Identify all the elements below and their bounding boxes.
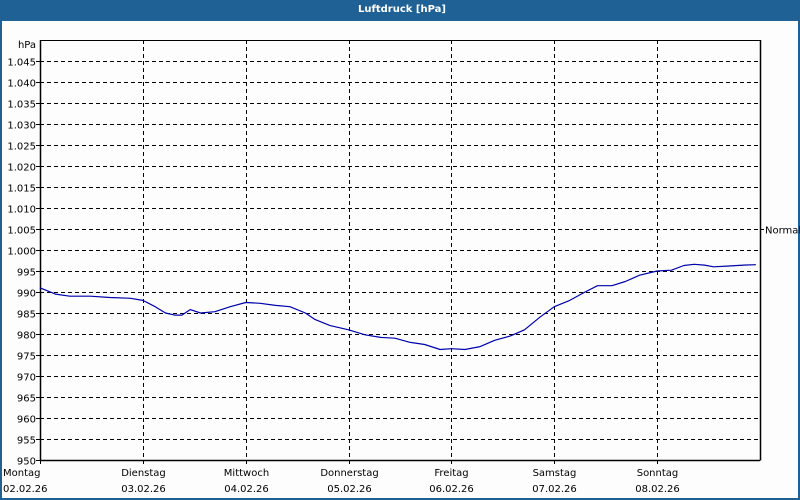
y-tick-label: 985 [17, 310, 36, 321]
y-axis-unit: hPa [18, 40, 36, 51]
chart-title: Luftdruck [hPa] [2, 0, 800, 21]
x-tick-date: 07.02.26 [532, 484, 577, 495]
x-tick-date: 03.02.26 [121, 484, 166, 495]
y-tick-label: 1.005 [7, 226, 36, 237]
y-tick-label: 1.035 [7, 100, 36, 111]
x-tick-day: Donnerstag [320, 468, 378, 479]
normal-label: Normal [765, 226, 800, 237]
y-tick-label: 965 [17, 394, 36, 405]
y-tick-label: 955 [17, 436, 36, 447]
y-tick-label: 970 [17, 373, 36, 384]
x-tick-day: Montag [3, 468, 40, 479]
y-tick-label: 1.020 [7, 163, 36, 174]
y-tick-label: 1.040 [7, 79, 36, 90]
y-tick-label: 1.030 [7, 121, 36, 132]
x-tick-day: Dienstag [121, 468, 166, 479]
x-tick-date: 05.02.26 [327, 484, 372, 495]
y-tick-label: 975 [17, 352, 36, 363]
x-tick-date: 02.02.26 [3, 484, 48, 495]
y-tick-label: 1.045 [7, 58, 36, 69]
y-tick-label: 1.015 [7, 184, 36, 195]
y-tick-label: 990 [17, 289, 36, 300]
y-tick-label: 1.025 [7, 142, 36, 153]
y-tick-label: 995 [17, 268, 36, 279]
x-tick-day: Freitag [434, 468, 468, 479]
pressure-line [39, 263, 756, 351]
x-tick-day: Samstag [533, 468, 577, 479]
x-tick-day: Sonntag [637, 468, 679, 479]
x-tick-date: 06.02.26 [429, 484, 474, 495]
x-tick-date: 08.02.26 [635, 484, 680, 495]
x-tick-date: 04.02.26 [224, 484, 269, 495]
x-tick-day: Mittwoch [224, 468, 269, 479]
y-tick-label: 980 [17, 331, 36, 342]
y-tick-label: 1.000 [7, 247, 36, 258]
y-tick-label: 1.010 [7, 205, 36, 216]
y-tick-label: 960 [17, 415, 36, 426]
y-tick-label: 950 [17, 457, 36, 468]
